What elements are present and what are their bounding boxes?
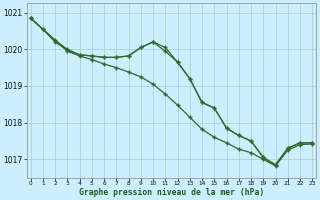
X-axis label: Graphe pression niveau de la mer (hPa): Graphe pression niveau de la mer (hPa) (79, 188, 264, 197)
